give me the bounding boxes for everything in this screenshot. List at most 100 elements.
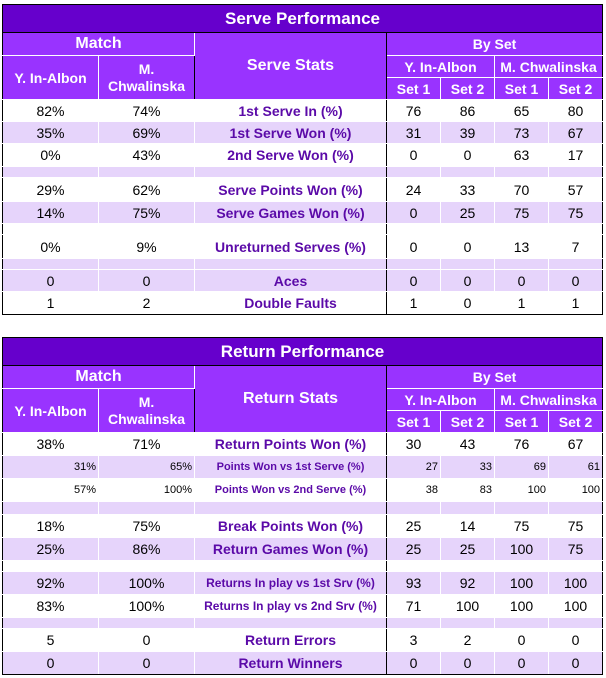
player1-set1-value: 0 bbox=[386, 201, 441, 224]
player1-set1-value: 0 bbox=[386, 651, 441, 675]
player1-match-value: 0 bbox=[2, 269, 99, 292]
player2-match-value: 2 bbox=[98, 291, 195, 315]
player2-match-value: 9% bbox=[98, 234, 195, 259]
player1-set2-value: 14 bbox=[440, 514, 495, 538]
player1-match-value: 57% bbox=[2, 478, 99, 502]
player1-set1-value: 0 bbox=[386, 269, 441, 292]
player1-set1-value: 30 bbox=[386, 432, 441, 456]
player1-set2-value: 39 bbox=[440, 121, 495, 144]
player2-set2-value: 75 bbox=[547, 537, 604, 561]
table-row: 82% 74% 1st Serve In (%) 76 86 65 80 bbox=[2, 99, 604, 122]
stat-label: 1st Serve In (%) bbox=[194, 99, 387, 122]
player2-set1-value: 0 bbox=[494, 651, 549, 675]
player2-sets-header: M. Chwalinska bbox=[493, 55, 604, 78]
stat-label: Return Points Won (%) bbox=[194, 432, 387, 456]
by-set-header: By Set bbox=[385, 365, 604, 389]
player1-set1-value: 3 bbox=[386, 628, 441, 652]
player2-set2-value: 75 bbox=[547, 201, 604, 224]
player2-set2-value: 17 bbox=[547, 143, 604, 167]
player2-match-value: 100% bbox=[98, 478, 195, 502]
return-performance-table: Return Performance Match Return Stats By… bbox=[1, 337, 604, 675]
stat-label: Returns In play vs 1st Srv (%) bbox=[194, 571, 387, 595]
player1-set1-value: 0 bbox=[386, 234, 441, 259]
player2-match-value: 0 bbox=[98, 651, 195, 675]
player2-set1-value: 65 bbox=[494, 99, 549, 122]
spacer-row bbox=[2, 166, 604, 178]
table-row: 1 2 Double Faults 1 0 1 1 bbox=[2, 291, 604, 315]
player1-set2-value: 0 bbox=[440, 234, 495, 259]
table-row: 18% 75% Break Points Won (%) 25 14 75 75 bbox=[2, 514, 604, 538]
player1-sets-header: Y. In-Albon bbox=[386, 388, 495, 411]
set2-header: Set 2 bbox=[547, 410, 604, 433]
player2-set2-value: 75 bbox=[547, 514, 604, 538]
player2-set1-value: 100 bbox=[494, 537, 549, 561]
player1-match-value: 83% bbox=[2, 594, 99, 618]
table-row: 35% 69% 1st Serve Won (%) 31 39 73 67 bbox=[2, 121, 604, 144]
set1-header: Set 1 bbox=[386, 410, 441, 433]
player2-set2-value: 0 bbox=[547, 269, 604, 292]
player2-set2-value: 100 bbox=[547, 478, 604, 502]
spacer-row bbox=[2, 258, 604, 270]
player1-set1-value: 25 bbox=[386, 514, 441, 538]
set2-header: Set 2 bbox=[440, 410, 495, 433]
stat-label: Double Faults bbox=[194, 291, 387, 315]
player2-set2-value: 57 bbox=[547, 177, 604, 202]
player1-match-value: 0% bbox=[2, 143, 99, 167]
stat-label: 1st Serve Won (%) bbox=[194, 121, 387, 144]
player2-set1-value: 13 bbox=[494, 234, 549, 259]
player2-match-value: 100% bbox=[98, 594, 195, 618]
stat-label: Unreturned Serves (%) bbox=[194, 234, 387, 259]
player1-set1-value: 76 bbox=[386, 99, 441, 122]
player1-match-value: 92% bbox=[2, 571, 99, 595]
stat-label: Return Games Won (%) bbox=[194, 537, 387, 561]
spacer-row bbox=[2, 223, 604, 235]
player2-match-value: 69% bbox=[98, 121, 195, 144]
player1-match-value: 35% bbox=[2, 121, 99, 144]
player2-match-value: 86% bbox=[98, 537, 195, 561]
player2-set2-value: 67 bbox=[547, 121, 604, 144]
player2-header: M. Chwalinska bbox=[98, 55, 195, 100]
player1-match-value: 38% bbox=[2, 432, 99, 456]
table-row: 83% 100% Returns In play vs 2nd Srv (%) … bbox=[2, 594, 604, 618]
player2-set1-value: 75 bbox=[494, 514, 549, 538]
set1-header: Set 1 bbox=[494, 410, 549, 433]
stat-label: Return Errors bbox=[194, 628, 387, 652]
player1-header: Y. In-Albon bbox=[2, 55, 99, 100]
player1-set1-value: 25 bbox=[386, 537, 441, 561]
serve-performance-table: Serve Performance Match Serve Stats By S… bbox=[1, 4, 604, 315]
player2-set1-value: 100 bbox=[494, 571, 549, 595]
player2-match-value: 71% bbox=[98, 432, 195, 456]
player2-match-value: 62% bbox=[98, 177, 195, 202]
table-row: 0% 43% 2nd Serve Won (%) 0 0 63 17 bbox=[2, 143, 604, 167]
player2-match-value: 75% bbox=[98, 201, 195, 224]
stat-label: Serve Games Won (%) bbox=[194, 201, 387, 224]
player1-set1-value: 0 bbox=[386, 143, 441, 167]
spacer-row bbox=[2, 617, 604, 629]
player2-set1-value: 76 bbox=[494, 432, 549, 456]
player1-set1-value: 93 bbox=[386, 571, 441, 595]
player2-set1-value: 0 bbox=[494, 628, 549, 652]
player1-match-value: 0 bbox=[2, 651, 99, 675]
player1-set2-value: 0 bbox=[440, 291, 495, 315]
table-row: 25% 86% Return Games Won (%) 25 25 100 7… bbox=[2, 537, 604, 561]
player1-match-value: 1 bbox=[2, 291, 99, 315]
table-row: 92% 100% Returns In play vs 1st Srv (%) … bbox=[2, 571, 604, 595]
table-row: 57% 100% Points Won vs 2nd Serve (%) 38 … bbox=[2, 478, 604, 502]
stat-label: Points Won vs 2nd Serve (%) bbox=[194, 478, 387, 502]
player1-match-value: 0% bbox=[2, 234, 99, 259]
player1-set2-value: 33 bbox=[440, 455, 495, 479]
table-row: 0 0 Return Winners 0 0 0 0 bbox=[2, 651, 604, 675]
table-row: 0 0 Aces 0 0 0 0 bbox=[2, 269, 604, 292]
player1-match-value: 25% bbox=[2, 537, 99, 561]
player2-match-value: 43% bbox=[98, 143, 195, 167]
spacer-row bbox=[2, 560, 604, 572]
stat-label: Serve Points Won (%) bbox=[194, 177, 387, 202]
table-row: 0% 9% Unreturned Serves (%) 0 0 13 7 bbox=[2, 234, 604, 259]
stat-label: Return Winners bbox=[194, 651, 387, 675]
stat-label: Aces bbox=[194, 269, 387, 292]
player1-set1-value: 27 bbox=[386, 455, 441, 479]
table-row: 5 0 Return Errors 3 2 0 0 bbox=[2, 628, 604, 652]
player2-set1-value: 0 bbox=[494, 269, 549, 292]
player1-match-value: 29% bbox=[2, 177, 99, 202]
player2-set1-value: 70 bbox=[494, 177, 549, 202]
